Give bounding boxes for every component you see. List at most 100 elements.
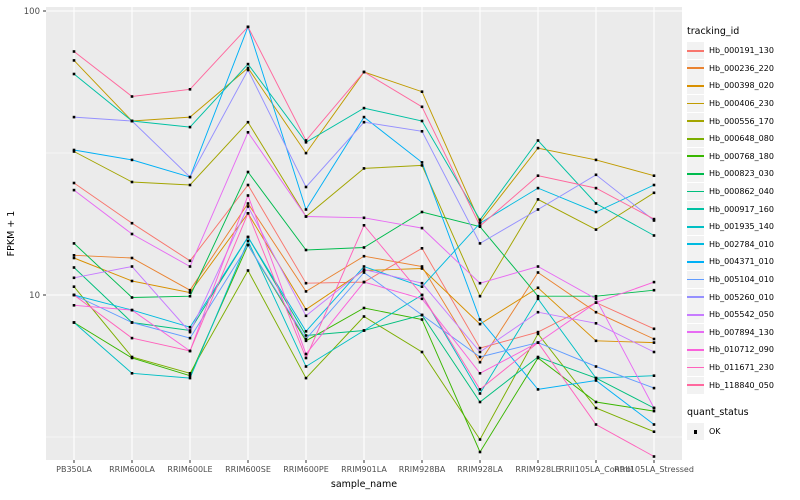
data-point xyxy=(652,455,656,458)
data-point xyxy=(478,242,482,245)
data-point xyxy=(652,217,656,221)
data-point xyxy=(130,256,134,260)
data-point xyxy=(478,450,482,454)
legend-item-label: Hb_000648_080 xyxy=(709,134,774,144)
data-point xyxy=(420,313,424,317)
data-point xyxy=(246,194,250,197)
data-point xyxy=(420,161,424,164)
data-point xyxy=(536,286,540,290)
data-point xyxy=(362,70,366,74)
data-point xyxy=(72,150,76,153)
data-point xyxy=(362,280,366,284)
legend-color-line xyxy=(687,155,704,158)
data-point xyxy=(188,291,192,294)
data-point xyxy=(536,310,540,314)
data-point xyxy=(72,59,76,62)
data-point xyxy=(594,310,598,314)
data-point xyxy=(420,281,424,285)
data-point xyxy=(188,349,192,353)
data-point xyxy=(420,297,424,301)
legend-color-line xyxy=(687,261,704,263)
data-point xyxy=(246,202,250,205)
data-point xyxy=(536,174,540,177)
data-point xyxy=(188,115,192,119)
legend-color-line xyxy=(687,85,704,87)
data-point xyxy=(420,267,424,270)
data-point xyxy=(72,188,76,192)
legend-key-swatch xyxy=(687,130,704,148)
data-point xyxy=(130,95,134,98)
data-point xyxy=(652,386,656,390)
data-point xyxy=(362,254,366,258)
legend-key-swatch xyxy=(687,165,704,183)
x-tick-label: PB350LA xyxy=(56,465,92,474)
legend-color-line xyxy=(687,348,704,351)
x-tick-label: RRIM600LA xyxy=(109,465,155,474)
legend-key-swatch xyxy=(687,59,704,77)
legend-key-swatch xyxy=(687,288,704,306)
data-point xyxy=(362,115,366,119)
data-point xyxy=(188,329,192,332)
data-point xyxy=(362,216,366,220)
data-point xyxy=(130,221,134,225)
legend-item-label: Hb_005260_010 xyxy=(709,292,774,302)
data-point xyxy=(536,330,540,334)
legend-point-square xyxy=(693,429,698,434)
data-point xyxy=(130,321,134,324)
legend-key-swatch xyxy=(687,323,704,341)
data-point xyxy=(304,141,308,144)
data-point xyxy=(594,186,598,190)
data-point xyxy=(536,265,540,268)
data-point xyxy=(362,167,366,170)
data-point xyxy=(304,185,308,189)
x-axis-title: sample_name xyxy=(331,479,397,490)
legend-color-line xyxy=(687,331,704,334)
data-point xyxy=(72,304,76,307)
data-point xyxy=(652,350,656,354)
legend-item-label: Hb_011671_230 xyxy=(709,362,774,372)
legend-title-tracking-id: tracking_id xyxy=(687,26,740,37)
data-point xyxy=(652,337,656,341)
data-point xyxy=(72,181,76,185)
data-point xyxy=(246,239,250,243)
data-point xyxy=(536,208,540,211)
data-point xyxy=(72,242,76,245)
legend-item-Hb_000917_160: Hb_000917_160 xyxy=(687,200,799,218)
legend-item-label: Hb_002784_010 xyxy=(709,239,774,249)
data-point xyxy=(478,294,482,298)
legend-item-Hb_000236_220: Hb_000236_220 xyxy=(687,59,799,78)
data-point xyxy=(304,339,308,343)
data-point xyxy=(188,336,192,340)
legend-item-label: Hb_000823_030 xyxy=(709,169,774,179)
data-point xyxy=(536,294,540,298)
data-point xyxy=(304,376,308,380)
data-point xyxy=(246,170,250,174)
data-point xyxy=(652,406,656,410)
data-point xyxy=(652,219,656,222)
data-point xyxy=(130,265,134,268)
data-point xyxy=(594,173,598,177)
data-point xyxy=(594,376,598,380)
legend-color-line xyxy=(687,137,704,140)
legend-color-line xyxy=(687,120,704,123)
legend-item-label: Hb_000768_180 xyxy=(709,151,774,161)
legend-color-line xyxy=(687,190,704,193)
data-point xyxy=(188,183,192,187)
data-point xyxy=(420,247,424,250)
legend-item-Hb_005104_010: Hb_005104_010 xyxy=(687,271,799,289)
data-point xyxy=(652,191,656,195)
legend-key-swatch xyxy=(687,112,704,130)
data-point xyxy=(72,293,76,297)
legend-item-label: Hb_000236_220 xyxy=(709,63,774,73)
data-point xyxy=(652,288,656,292)
data-point xyxy=(246,62,250,66)
data-point xyxy=(478,318,482,321)
legend-key-swatch xyxy=(687,376,704,394)
data-point xyxy=(594,158,598,162)
legend-key-swatch xyxy=(687,147,704,165)
data-point xyxy=(188,376,192,380)
legend-item-Hb_005260_010: Hb_005260_010 xyxy=(687,288,799,306)
data-point xyxy=(652,174,656,177)
data-point xyxy=(362,265,366,268)
